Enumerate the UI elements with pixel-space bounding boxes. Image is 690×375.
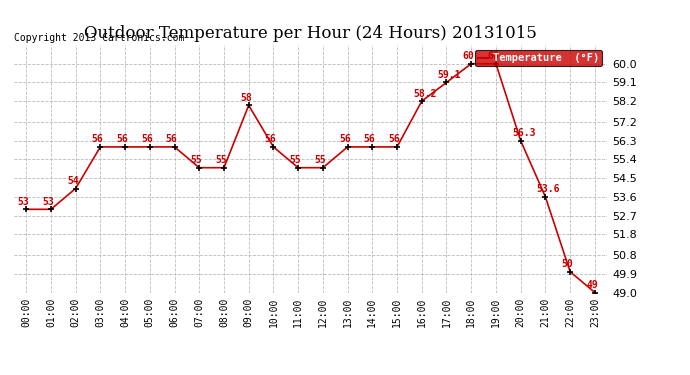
Text: 58: 58	[240, 93, 252, 103]
Text: 56: 56	[364, 134, 375, 144]
Text: 60: 60	[487, 51, 499, 61]
Text: 56: 56	[388, 134, 400, 144]
Text: 59.1: 59.1	[438, 70, 462, 80]
Text: 53: 53	[42, 197, 54, 207]
Text: 50: 50	[562, 259, 573, 269]
Text: 56: 56	[166, 134, 177, 144]
Text: 55: 55	[314, 155, 326, 165]
Text: 53.6: 53.6	[537, 184, 560, 194]
Text: 60: 60	[462, 51, 474, 61]
Text: 56: 56	[141, 134, 153, 144]
Text: 56: 56	[117, 134, 128, 144]
Text: 53: 53	[17, 197, 29, 207]
Title: Outdoor Temperature per Hour (24 Hours) 20131015: Outdoor Temperature per Hour (24 Hours) …	[84, 25, 537, 42]
Legend: Temperature  (°F): Temperature (°F)	[475, 50, 602, 66]
Text: 55: 55	[290, 155, 302, 165]
Text: 54: 54	[67, 176, 79, 186]
Text: 56: 56	[265, 134, 277, 144]
Text: 49: 49	[586, 280, 598, 290]
Text: 56: 56	[339, 134, 351, 144]
Text: 55: 55	[215, 155, 227, 165]
Text: 55: 55	[190, 155, 202, 165]
Text: 56.3: 56.3	[512, 128, 535, 138]
Text: 58.2: 58.2	[413, 88, 437, 99]
Text: Copyright 2013 Cartronics.com: Copyright 2013 Cartronics.com	[14, 33, 184, 42]
Text: 56: 56	[92, 134, 104, 144]
